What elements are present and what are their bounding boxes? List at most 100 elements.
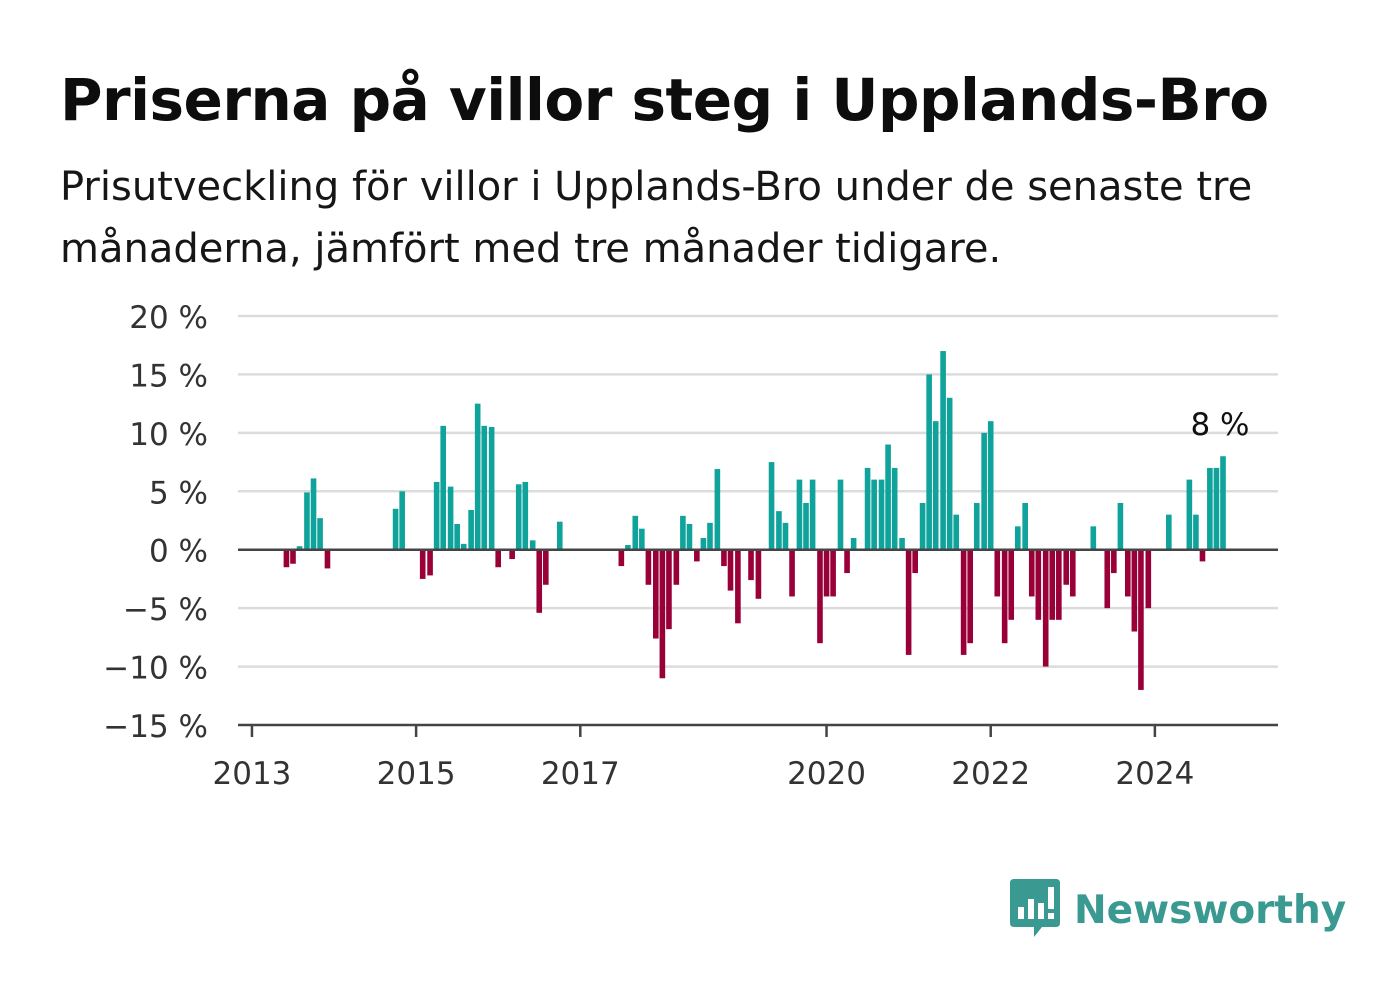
bar <box>515 484 522 550</box>
bar <box>768 462 775 550</box>
y-tick-label: 10 % <box>129 417 208 453</box>
bar <box>748 549 754 581</box>
bar <box>543 549 549 585</box>
bar <box>645 549 652 585</box>
bar <box>1042 549 1049 667</box>
bar <box>1131 549 1138 632</box>
bar <box>755 549 762 599</box>
bar <box>899 538 905 550</box>
x-tick-label: 2022 <box>951 756 1030 792</box>
bar <box>850 538 857 550</box>
bar <box>885 444 891 550</box>
bar <box>1145 549 1152 609</box>
bar <box>440 425 447 550</box>
bar <box>522 481 529 550</box>
bar <box>1049 549 1056 620</box>
bar <box>680 515 686 550</box>
bar <box>837 479 844 550</box>
bar <box>871 479 877 550</box>
y-tick-label: 0 % <box>149 534 208 570</box>
y-tick-label: −15 % <box>103 709 208 745</box>
bar <box>447 486 454 550</box>
bar <box>653 549 659 639</box>
chart-subtitle: Prisutveckling för villor i Upplands-Bro… <box>60 164 1253 272</box>
bar <box>1117 502 1124 550</box>
bar <box>1056 549 1062 620</box>
newsworthy-logo: Newsworthy <box>1010 878 1346 942</box>
bar <box>973 502 980 550</box>
bar <box>735 549 741 624</box>
bar <box>481 425 488 550</box>
bar <box>659 549 666 679</box>
bar <box>707 522 713 550</box>
y-tick-label: 15 % <box>129 358 208 394</box>
bar <box>488 427 495 550</box>
bar <box>427 549 433 576</box>
bar <box>1193 514 1199 550</box>
bar <box>399 491 405 550</box>
x-axis: 2013 2015 2017 2020 2022 2024 <box>213 548 1278 792</box>
bar <box>994 549 1001 597</box>
bar <box>919 502 926 550</box>
x-tick-label: 2015 <box>377 756 456 792</box>
bar <box>686 524 693 550</box>
bar <box>290 549 296 564</box>
y-tick-label: 5 % <box>149 475 208 511</box>
bar <box>529 540 536 550</box>
bar <box>625 545 631 550</box>
bar <box>433 481 440 550</box>
y-tick-label: 20 % <box>129 300 208 336</box>
bar <box>940 351 946 550</box>
bar <box>556 521 563 550</box>
bar <box>987 421 994 550</box>
x-tick-label: 2013 <box>213 756 292 792</box>
bar <box>694 549 700 562</box>
chart-title: Priserna på villor steg i Upplands-Bro <box>60 66 1269 134</box>
bar <box>1090 526 1097 550</box>
bar <box>468 509 474 550</box>
bar <box>960 549 967 655</box>
bar <box>392 508 399 550</box>
bar <box>809 479 816 550</box>
bar <box>324 549 331 569</box>
bar <box>776 511 782 550</box>
bar <box>700 538 707 550</box>
bar <box>474 403 481 550</box>
bar <box>864 467 871 550</box>
bar <box>1104 549 1111 609</box>
annotations: 8 % <box>1190 407 1249 443</box>
bar <box>823 549 830 597</box>
x-tick-label: 2024 <box>1115 756 1194 792</box>
bar <box>1069 549 1076 597</box>
bar <box>509 549 515 560</box>
bar <box>1124 549 1131 597</box>
bar <box>454 524 460 550</box>
bar <box>1166 514 1172 550</box>
bar <box>1022 502 1028 550</box>
bar <box>283 549 290 568</box>
bar <box>796 479 803 550</box>
bar <box>844 549 850 574</box>
bar <box>1111 549 1117 574</box>
bar <box>953 514 960 550</box>
y-tick-label: −5 % <box>123 592 208 628</box>
bar <box>1220 456 1226 550</box>
bar <box>926 374 932 550</box>
bar <box>789 549 795 597</box>
bar <box>803 502 809 550</box>
bars <box>283 351 1226 690</box>
bar <box>460 543 467 550</box>
bar <box>618 549 625 567</box>
bar <box>1014 526 1021 550</box>
x-tick-label: 2017 <box>541 756 620 792</box>
bar <box>536 549 543 613</box>
bar <box>1008 549 1015 620</box>
bar <box>714 469 721 550</box>
bar <box>632 515 639 550</box>
newsworthy-icon <box>1010 879 1060 937</box>
bar <box>946 397 953 550</box>
bar <box>721 549 727 567</box>
bar <box>817 549 823 644</box>
bar <box>419 549 426 579</box>
